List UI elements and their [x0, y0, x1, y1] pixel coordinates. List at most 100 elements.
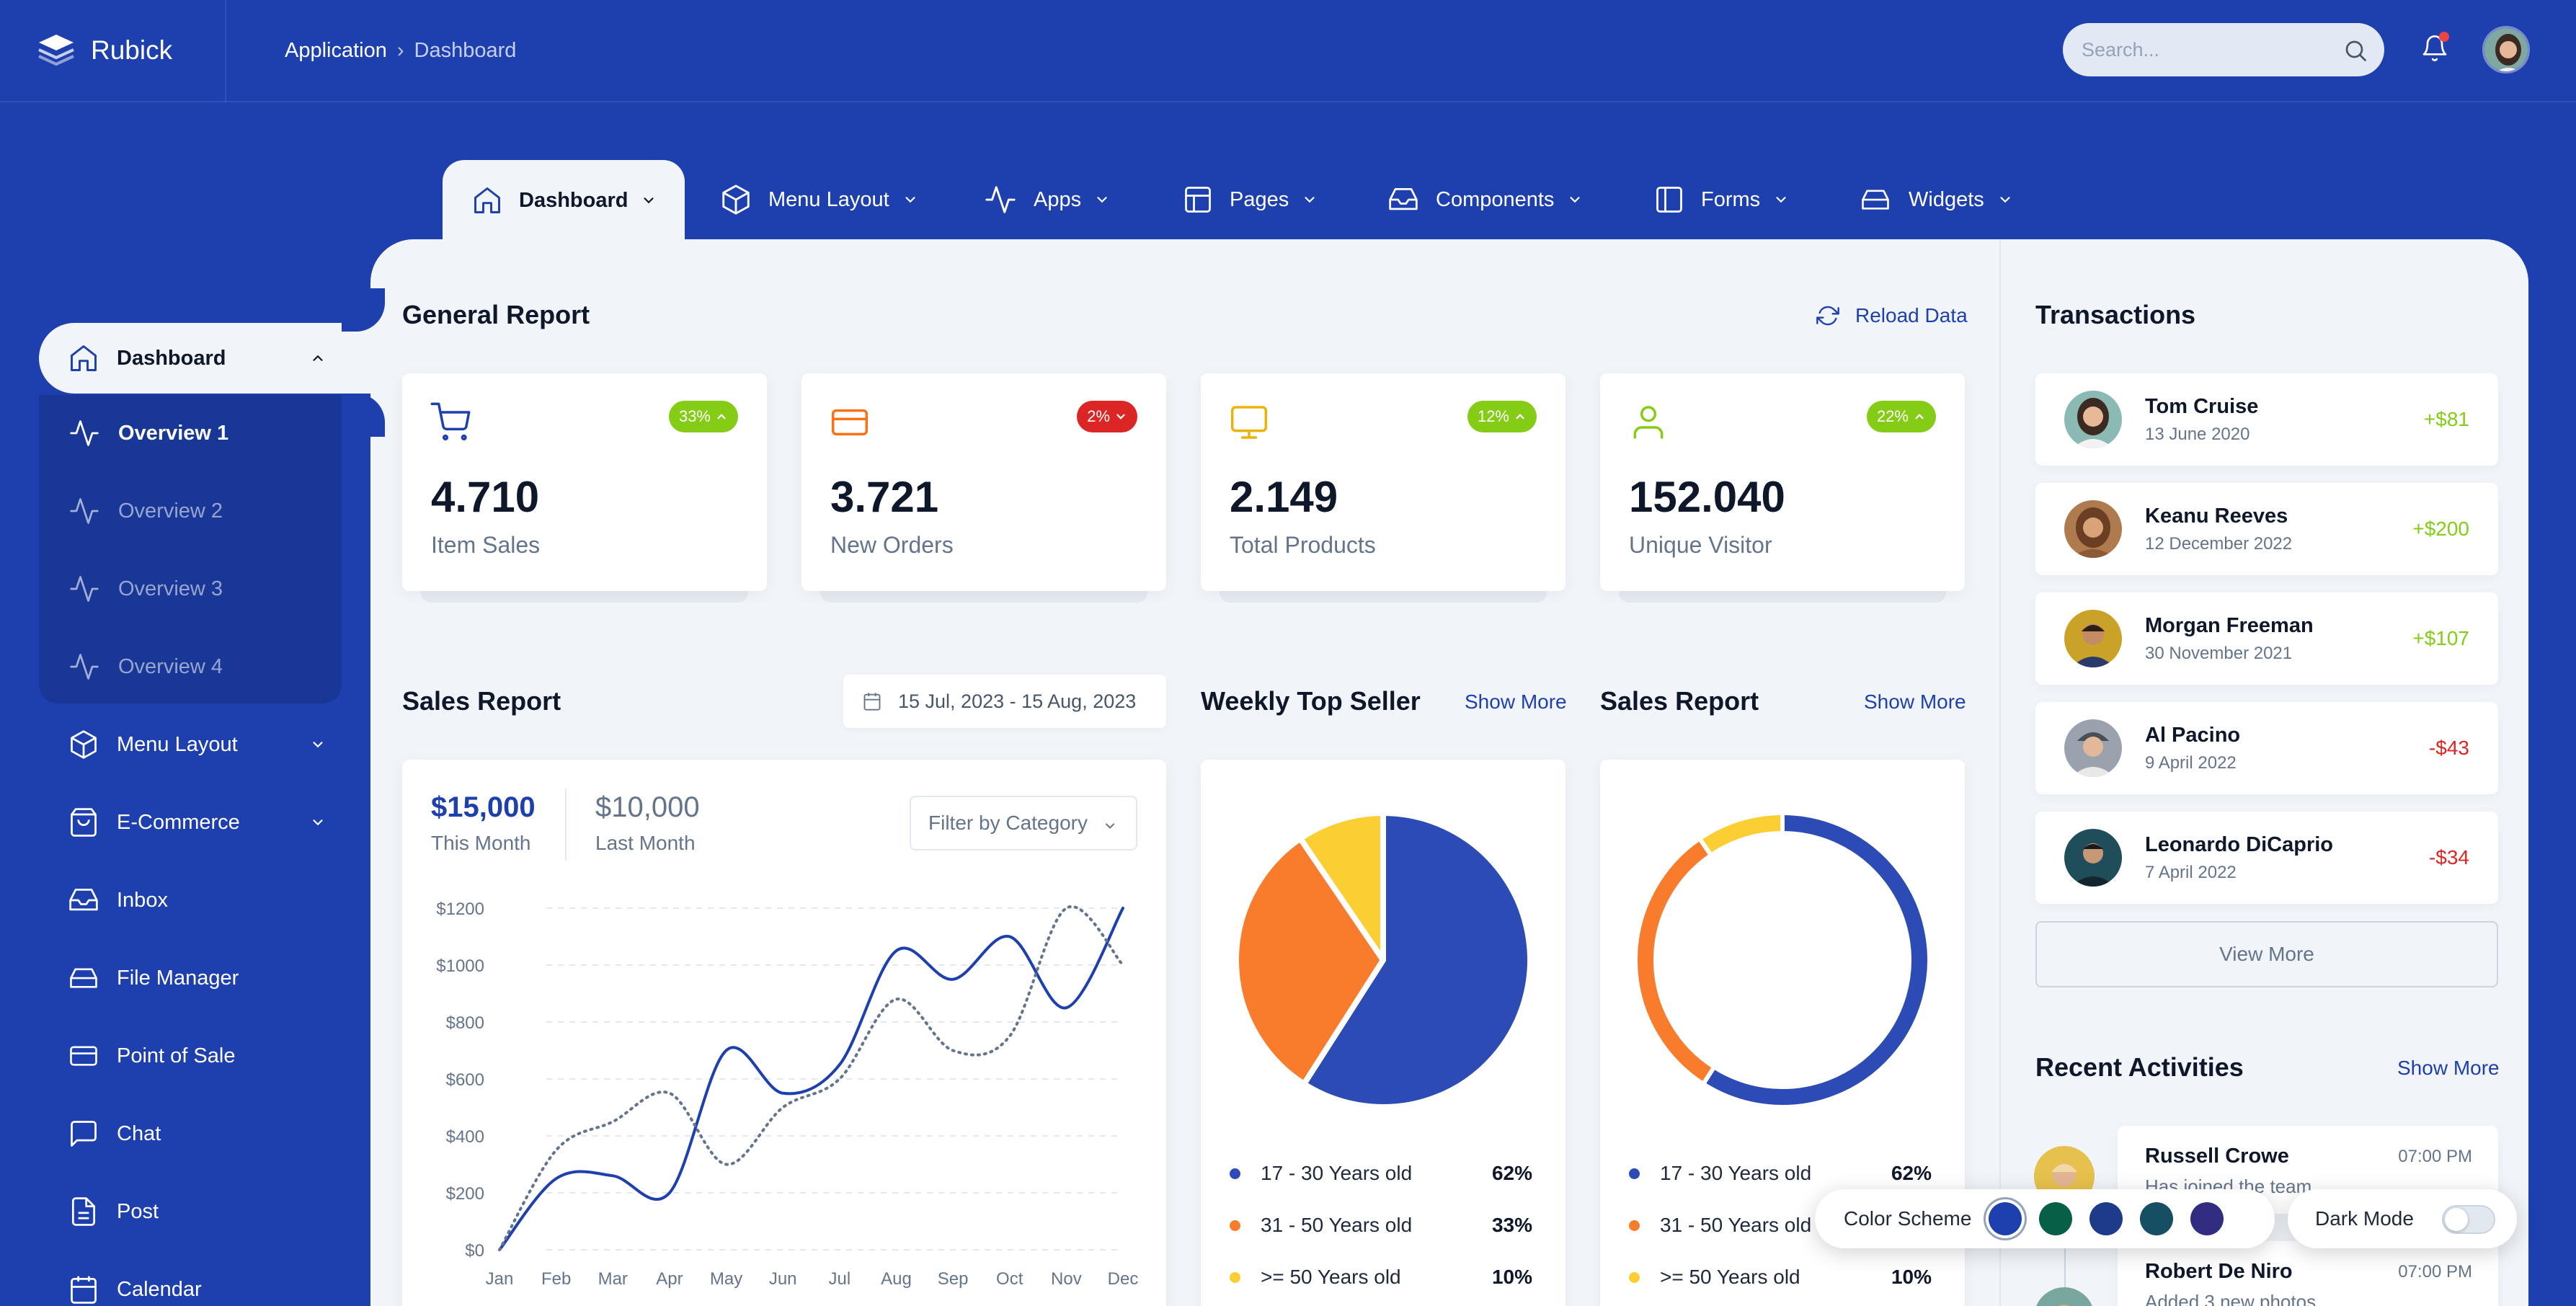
sales-report-title: Sales Report: [402, 686, 561, 716]
recent-activities-show-more[interactable]: Show More: [2397, 1057, 2500, 1079]
transaction-row[interactable]: Morgan Freeman 30 November 2021 +$107: [2035, 592, 2498, 685]
user-avatar[interactable]: [2482, 26, 2530, 74]
activity-time: 07:00 PM: [2398, 1147, 2472, 1166]
box-icon: [719, 183, 752, 216]
transaction-name: Al Pacino: [2145, 724, 2241, 747]
sidebar-item-overview-2[interactable]: Overview 2: [39, 476, 342, 546]
reload-data-button[interactable]: Reload Data: [1816, 301, 1968, 330]
color-swatch-emerald[interactable]: [2039, 1202, 2073, 1235]
y-tick-label: $1000: [436, 956, 484, 976]
topnav-label: Forms: [1701, 187, 1761, 211]
activity-item[interactable]: Robert De Niro 07:00 PM Added 3 new phot…: [2118, 1241, 2498, 1306]
stat-card-item-sales[interactable]: 33% 4.710 Item Sales: [402, 373, 767, 591]
donut-slice: [1633, 835, 1718, 1088]
legend-item: 17 - 30 Years old: [1230, 1159, 1412, 1188]
stat-value: 3.721: [830, 473, 939, 521]
chevron-down-icon: [1567, 192, 1583, 208]
weekly-top-seller-show-more[interactable]: Show More: [1465, 690, 1567, 713]
x-tick-label: Feb: [541, 1269, 571, 1289]
this-month-series-line: [498, 907, 1124, 1251]
sidebar-item-dashboard[interactable]: Dashboard: [39, 323, 342, 394]
sidebar-item-inbox[interactable]: Inbox: [39, 865, 342, 936]
avatar: [2064, 610, 2122, 667]
breadcrumb: Application › Dashboard: [285, 36, 516, 65]
topnav-pages[interactable]: Pages: [1182, 160, 1318, 239]
avatar: [2064, 500, 2122, 558]
breadcrumb-current[interactable]: Dashboard: [414, 39, 517, 62]
inbox-icon: [68, 884, 99, 916]
legend-value: 10%: [1491, 1266, 1532, 1288]
sidebar-item-file-manager[interactable]: File Manager: [39, 943, 342, 1013]
topnav-widgets[interactable]: Widgets: [1858, 160, 2013, 239]
transaction-row[interactable]: Al Pacino 9 April 2022 -$43: [2035, 702, 2498, 794]
breadcrumb-root[interactable]: Application: [285, 39, 387, 62]
transaction-row[interactable]: Leonardo DiCaprio 7 April 2022 -$34: [2035, 812, 2498, 904]
chevron-up-icon: [1913, 410, 1926, 423]
topnav-label: Apps: [1034, 187, 1082, 211]
transaction-date: 9 April 2022: [2145, 753, 2237, 773]
date-range-picker[interactable]: 15 Jul, 2023 - 15 Aug, 2023: [843, 675, 1166, 728]
toggle-knob: [2445, 1208, 2468, 1231]
sidebar-item-e-commerce[interactable]: E-Commerce: [39, 787, 342, 858]
dark-mode-toggle[interactable]: [2442, 1205, 2495, 1234]
user-icon: [1627, 402, 1669, 443]
activity-icon: [68, 495, 101, 527]
chevron-down-icon: [1773, 192, 1789, 208]
stat-value: 2.149: [1230, 473, 1338, 521]
sidebar-item-overview-4[interactable]: Overview 4: [39, 631, 342, 702]
sidebar-icon: [1653, 184, 1685, 216]
calendar-icon: [68, 1274, 99, 1305]
donut-slice: [1696, 810, 1785, 858]
color-swatch-cyan[interactable]: [2140, 1202, 2174, 1235]
dark-mode-switcher[interactable]: Dark Mode: [2288, 1189, 2517, 1248]
legend-item: 17 - 30 Years old: [1629, 1159, 1811, 1188]
legend-dot: [1230, 1220, 1240, 1231]
topnav-menu-layout[interactable]: Menu Layout: [719, 160, 918, 239]
avatar: [2064, 829, 2122, 887]
sidebar-item-label: Overview 2: [118, 499, 223, 523]
sales-report-2-show-more[interactable]: Show More: [1864, 690, 1966, 713]
search-icon[interactable]: [2342, 37, 2368, 63]
topnav-dashboard[interactable]: Dashboard: [443, 160, 685, 241]
hard-drive-icon: [68, 963, 99, 993]
stat-label: Item Sales: [431, 532, 541, 558]
sidebar-item-overview-3[interactable]: Overview 3: [39, 554, 342, 624]
sidebar-item-overview-1[interactable]: Overview 1: [39, 398, 342, 468]
notifications-bell-icon[interactable]: [2420, 32, 2449, 63]
right-column-divider: [1999, 239, 2001, 1306]
x-tick-label: Jun: [769, 1269, 797, 1289]
sidebar-item-calendar[interactable]: Calendar: [39, 1254, 342, 1306]
stat-card-total-products[interactable]: 12% 2.149 Total Products: [1201, 373, 1565, 591]
x-tick-label: Apr: [656, 1269, 683, 1289]
chevron-up-icon: [1514, 410, 1527, 423]
topnav-components[interactable]: Components: [1387, 160, 1583, 239]
transaction-amount: +$81: [2423, 408, 2469, 430]
search-input[interactable]: [2063, 23, 2337, 76]
app-name[interactable]: Rubick: [91, 35, 173, 65]
topnav-apps[interactable]: Apps: [983, 160, 1110, 239]
activity-name: Russell Crowe: [2145, 1145, 2289, 1168]
sidebar-item-post[interactable]: Post: [39, 1176, 342, 1247]
transaction-row[interactable]: Tom Cruise 13 June 2020 +$81: [2035, 373, 2498, 466]
this-month-value: $15,000: [431, 791, 536, 823]
color-swatch-blue[interactable]: [1989, 1202, 2022, 1235]
legend-item: >= 50 Years old: [1629, 1263, 1800, 1292]
color-swatch-navy[interactable]: [2089, 1202, 2123, 1235]
filter-by-category-dropdown[interactable]: Filter by Category: [910, 796, 1137, 850]
sidebar-item-label: Overview 1: [118, 421, 229, 445]
sidebar-submenu: [39, 395, 342, 703]
stat-card-unique-visitor[interactable]: 22% 152.040 Unique Visitor: [1600, 373, 1965, 591]
color-swatch-indigo[interactable]: [2190, 1202, 2224, 1235]
stat-card-new-orders[interactable]: 2% 3.721 New Orders: [801, 373, 1166, 591]
sidebar-item-chat[interactable]: Chat: [39, 1098, 342, 1169]
topnav-forms[interactable]: Forms: [1653, 160, 1789, 239]
refresh-icon: [1816, 304, 1839, 327]
this-month-label: This Month: [431, 832, 531, 854]
transaction-row[interactable]: Keanu Reeves 12 December 2022 +$200: [2035, 483, 2498, 575]
sidebar-item-menu-layout[interactable]: Menu Layout: [39, 709, 342, 780]
sidebar-item-point-of-sale[interactable]: Point of Sale: [39, 1021, 342, 1091]
x-tick-label: Sep: [938, 1269, 969, 1289]
pie-slice: [1301, 810, 1533, 1110]
view-more-button[interactable]: View More: [2035, 921, 2498, 987]
legend-label: 17 - 30 Years old: [1660, 1162, 1812, 1184]
